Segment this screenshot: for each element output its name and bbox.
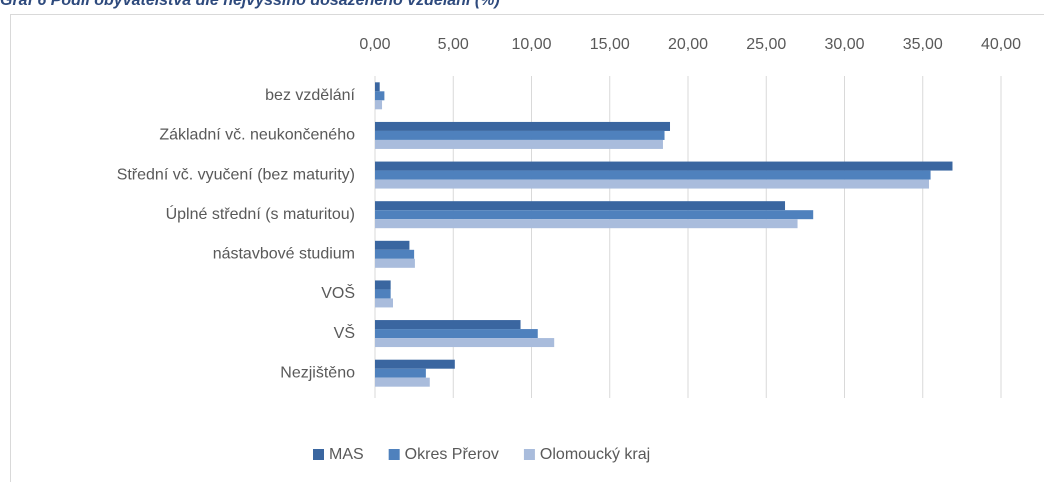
x-tick-label: 25,00 [746, 36, 786, 53]
y-tick-label: VŠ [334, 323, 355, 342]
bar [375, 377, 430, 387]
bar [375, 289, 391, 299]
y-tick-label: Základní vč. neukončeného [159, 127, 355, 144]
bar [375, 161, 953, 171]
x-tick-label: 40,00 [981, 36, 1021, 53]
legend-swatch [313, 449, 324, 460]
bar [375, 298, 393, 308]
x-tick-label: 20,00 [668, 36, 708, 53]
bar [375, 201, 786, 211]
bar [375, 130, 665, 140]
legend-swatch [388, 449, 400, 460]
legend-label: Olomoucký kraj [540, 446, 650, 463]
bar [375, 258, 415, 268]
bar [375, 280, 391, 290]
legend-swatch [523, 449, 535, 460]
x-tick-label: 15,00 [590, 36, 630, 53]
bar [375, 82, 380, 92]
bar [375, 338, 555, 348]
bar [375, 121, 671, 131]
y-tick-label: nástavbové studium [213, 246, 355, 263]
bar [375, 170, 931, 180]
bar [375, 179, 930, 189]
x-tick-label: 35,00 [903, 36, 943, 53]
bar [375, 100, 383, 110]
bar [375, 240, 410, 250]
bar [375, 249, 415, 259]
y-tick-label: Úplné střední (s maturitou) [166, 204, 355, 223]
x-tick-label: 10,00 [511, 36, 551, 53]
bar [375, 219, 798, 229]
y-tick-label: Střední vč. vyučení (bez maturity) [117, 166, 355, 183]
y-tick-label: Nezjištěno [280, 364, 355, 381]
chart-title: Graf 6 Podíl obyvatelstva dle nejvyššího… [0, 0, 500, 9]
bar [375, 139, 663, 149]
bar [375, 210, 814, 220]
x-tick-label: 0,00 [359, 36, 390, 53]
bar [375, 329, 538, 339]
x-tick-label: 30,00 [824, 36, 864, 53]
bar [375, 359, 455, 369]
bar [375, 320, 521, 330]
bar [375, 368, 426, 378]
legend-label: MAS [329, 446, 364, 463]
legend-label: Okres Přerov [405, 446, 499, 463]
x-tick-label: 5,00 [438, 36, 469, 53]
y-tick-label: bez vzdělání [265, 87, 355, 104]
bar [375, 91, 385, 101]
y-tick-label: VOŠ [321, 283, 355, 302]
